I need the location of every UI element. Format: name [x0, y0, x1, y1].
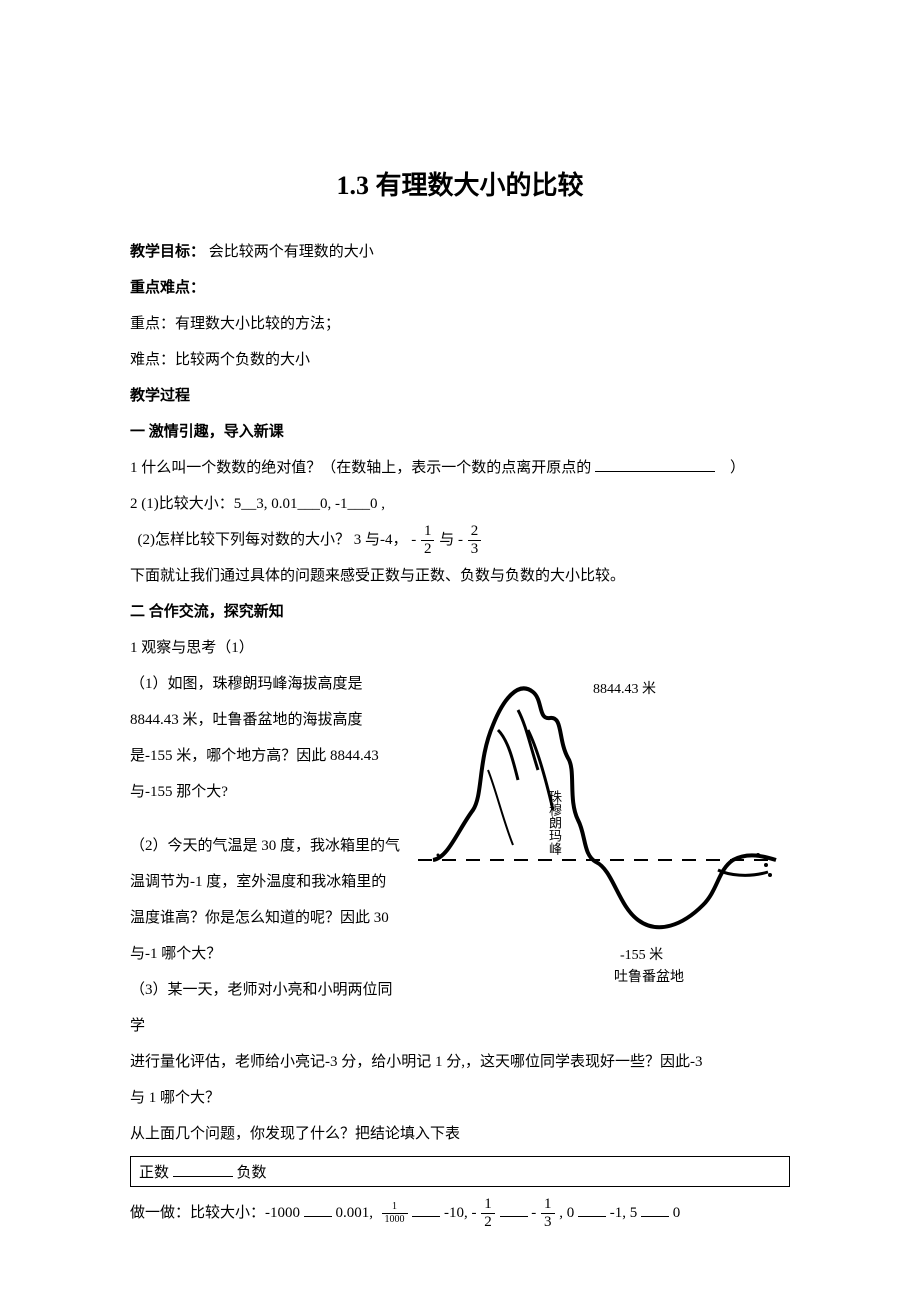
label-basin: 吐鲁番盆地 — [614, 966, 684, 986]
table-pos: 正数 — [139, 1165, 169, 1181]
para-1-q: 从上面几个问题，你发现了什么？把结论填入下表 — [130, 1116, 790, 1152]
page-title: 1.3 有理数大小的比较 — [130, 165, 790, 202]
question-2-1: 2 (1)比较大小：5__3, 0.01___0, -1___0 , — [130, 486, 790, 522]
do-it-line: 做一做：比较大小：-1000 0.001, 1 1000 -10, - 1 2 … — [130, 1195, 790, 1231]
fraction-1-3: 1 3 — [541, 1197, 555, 1230]
page: 1.3 有理数大小的比较 教学目标： 会比较两个有理数的大小 重点难点： 重点：… — [0, 0, 920, 1302]
column-left: （1）如图，珠穆朗玛峰海拔高度是 8844.43 米，吐鲁番盆地的海拔高度是-1… — [130, 666, 400, 1044]
fraction-2-3: 2 3 — [468, 524, 482, 557]
difficulty-hard: 难点：比较两个负数的大小 — [130, 342, 790, 378]
section-2-heading: 二 合作交流，探究新知 — [130, 594, 790, 630]
label-155: -155 米 — [620, 944, 663, 964]
para-1-3a: （3）某一天，老师对小亮和小明两位同学 — [130, 972, 400, 1044]
q2-2b: 与 - — [439, 532, 463, 548]
difficulty-key: 重点：有理数大小比较的方法； — [130, 306, 790, 342]
title-number: 1.3 — [336, 171, 369, 200]
blank-fill — [304, 1201, 332, 1217]
fraction-1-2b: 1 2 — [481, 1197, 495, 1230]
title-text: 有理数大小的比较 — [375, 171, 583, 200]
q2-2a: (2)怎样比较下列每对数的大小？ 3 与-4， - — [138, 532, 417, 548]
table-neg: 负数 — [237, 1165, 267, 1181]
goal-label: 教学目标： — [130, 244, 205, 260]
question-1-text: 1 什么叫一个数数的绝对值？（在数轴上，表示一个数的点离开原点的 — [130, 460, 591, 476]
process-heading: 教学过程 — [130, 378, 790, 414]
do-b: 0.001, — [336, 1205, 374, 1221]
do-f: -1, 5 — [610, 1205, 638, 1221]
question-1: 1 什么叫一个数数的绝对值？（在数轴上，表示一个数的点离开原点的 ） — [130, 450, 790, 486]
goal-text: 会比较两个有理数的大小 — [209, 244, 374, 260]
para-1-3b: 进行量化评估，老师给小亮记-3 分，给小明记 1 分,，这天哪位同学表现好一些？… — [130, 1044, 790, 1080]
fraction-1-1000: 1 1000 — [382, 1202, 408, 1225]
do-c: -10, - — [444, 1205, 477, 1221]
conclusion-table: 正数 负数 — [130, 1156, 790, 1187]
blank-fill — [595, 456, 715, 472]
question-1-tail: ） — [730, 460, 745, 476]
para-1-2: （2）今天的气温是 30 度，我冰箱里的气温调节为-1 度，室外温度和我冰箱里的… — [130, 828, 400, 972]
observe-heading: 1 观察与思考（1） — [130, 630, 790, 666]
mountain-diagram: 8844.43 米 珠穆朗玛峰 -155 米 吐鲁番盆地 — [418, 670, 778, 970]
goal-line: 教学目标： 会比较两个有理数的大小 — [130, 234, 790, 270]
do-a: 做一做：比较大小：-1000 — [130, 1205, 300, 1221]
question-2-tail: 下面就让我们通过具体的问题来感受正数与正数、负数与负数的大小比较。 — [130, 558, 790, 594]
fraction-1-2: 1 2 — [421, 524, 435, 557]
para-1-1: （1）如图，珠穆朗玛峰海拔高度是 8844.43 米，吐鲁番盆地的海拔高度是-1… — [130, 666, 400, 810]
do-g: 0 — [673, 1205, 681, 1221]
blank-fill — [500, 1201, 528, 1217]
column-right: 8844.43 米 珠穆朗玛峰 -155 米 吐鲁番盆地 — [418, 666, 790, 1044]
difficulty-label: 重点难点： — [130, 270, 790, 306]
two-column: （1）如图，珠穆朗玛峰海拔高度是 8844.43 米，吐鲁番盆地的海拔高度是-1… — [130, 666, 790, 1044]
section-1-heading: 一 激情引趣，导入新课 — [130, 414, 790, 450]
label-8844: 8844.43 米 — [593, 678, 656, 698]
question-2-2: (2)怎样比较下列每对数的大小？ 3 与-4， - 1 2 与 - 2 3 — [130, 522, 790, 558]
blank-fill — [578, 1201, 606, 1217]
do-e: , 0 — [559, 1205, 574, 1221]
blank-fill — [641, 1201, 669, 1217]
para-1-3c: 与 1 哪个大？ — [130, 1080, 790, 1116]
blank-fill — [173, 1161, 233, 1177]
do-d: - — [531, 1205, 536, 1221]
mountain-svg — [418, 670, 778, 970]
blank-fill — [412, 1201, 440, 1217]
label-everest: 珠穆朗玛峰 — [548, 790, 561, 855]
